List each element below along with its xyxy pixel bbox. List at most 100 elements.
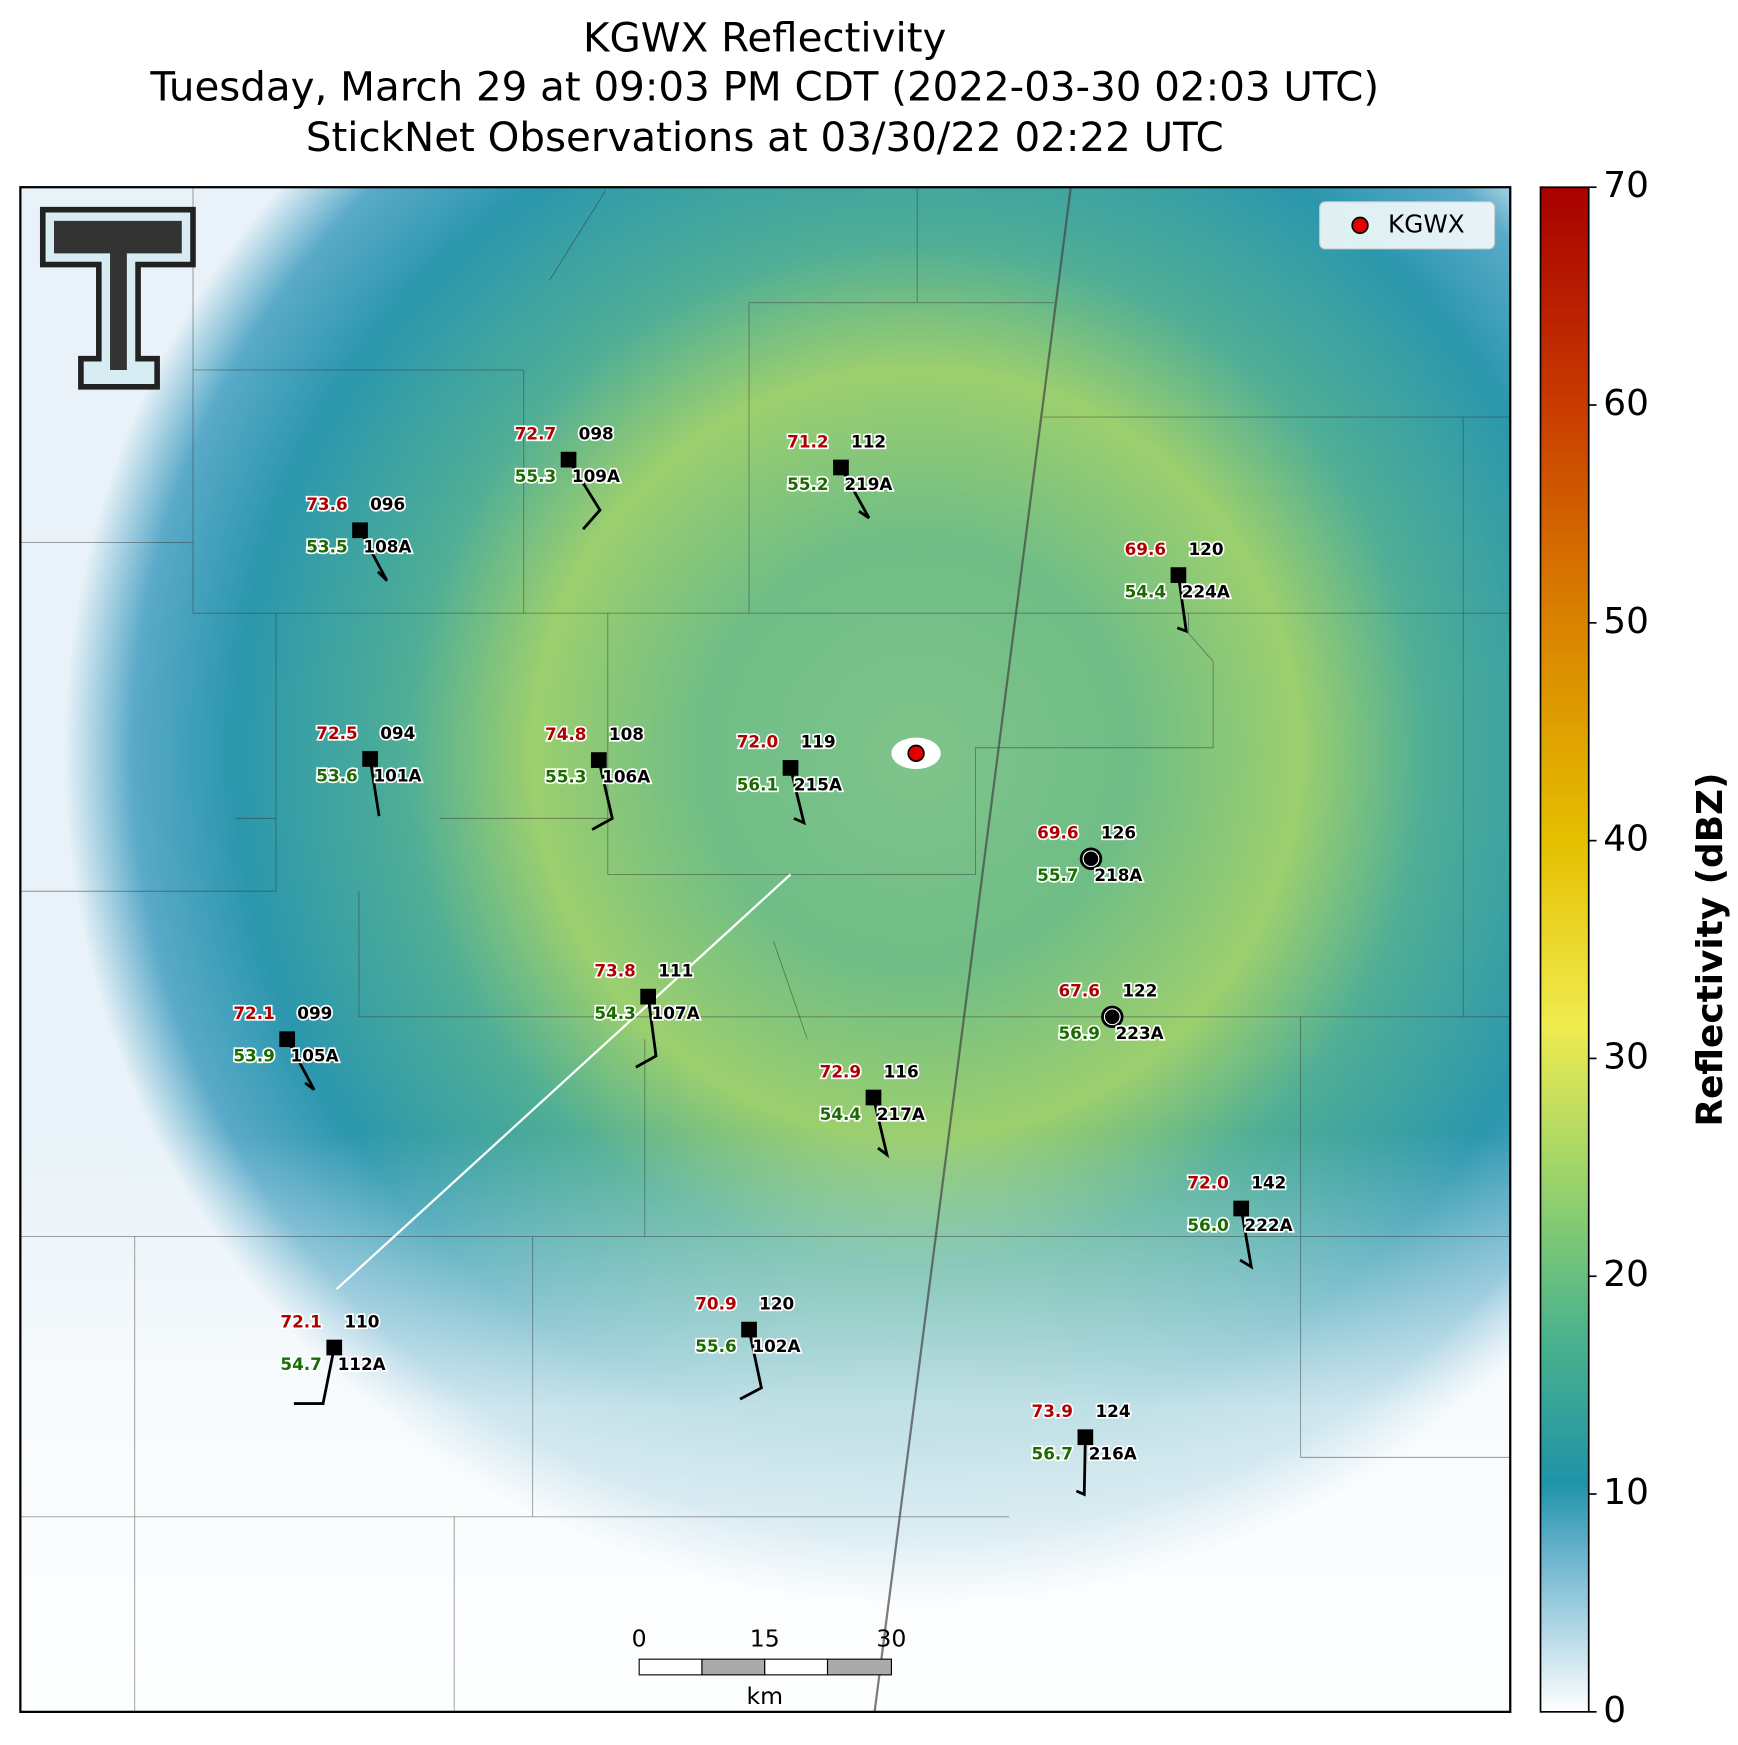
colorbar-tick-label: 60 xyxy=(1603,383,1649,424)
colorbar-tick-label: 20 xyxy=(1603,1254,1649,1295)
radial-line xyxy=(873,187,1072,1712)
observations-title: StickNet Observations at 03/30/22 02:22 … xyxy=(306,114,1224,161)
county-lines xyxy=(20,187,1511,1712)
station-id: 218A xyxy=(1094,865,1142,885)
temperature: 73.6 xyxy=(306,494,347,514)
station: 72.5 094 53.6 101A xyxy=(315,721,423,817)
wind: 122 xyxy=(1122,981,1157,1001)
station-marker xyxy=(1170,567,1187,583)
dewpoint: 55.3 xyxy=(515,466,556,486)
calm-ring xyxy=(1103,1008,1121,1026)
station: 72.0 142 56.0 222A xyxy=(1186,1171,1294,1270)
wind-barb xyxy=(368,758,381,817)
station: 73.8 111 54.3 107A xyxy=(593,959,701,1069)
colorbar-tick-label: 50 xyxy=(1603,601,1649,642)
station-id: 109A xyxy=(572,466,620,486)
dewpoint: 56.7 xyxy=(1032,1444,1073,1464)
logo xyxy=(39,206,196,390)
wind: 126 xyxy=(1101,823,1136,843)
station: 71.2 112 55.2 219A xyxy=(785,430,894,520)
temperature: 72.1 xyxy=(233,1003,274,1023)
dewpoint: 56.1 xyxy=(737,774,778,794)
station-id: 219A xyxy=(844,474,892,494)
dewpoint: 54.7 xyxy=(280,1354,321,1374)
station: 72.0 119 56.1 215A xyxy=(735,730,844,826)
temperature: 72.0 xyxy=(1187,1172,1228,1192)
map-frame xyxy=(19,186,1512,1713)
station-marker xyxy=(1233,1200,1250,1217)
temperature: 73.8 xyxy=(594,960,635,980)
subtitle: Tuesday, March 29 at 09:03 PM CDT (2022-… xyxy=(149,64,1379,111)
wind-barb xyxy=(1176,574,1188,634)
temperature: 74.8 xyxy=(545,724,586,744)
temperature: 70.9 xyxy=(695,1293,736,1313)
title: KGWX Reflectivity xyxy=(583,14,946,61)
wind-barb xyxy=(293,1347,336,1405)
colorbar-tick-label: 40 xyxy=(1603,819,1649,860)
wind-barb xyxy=(872,1097,890,1159)
colorbar-tick-label: 10 xyxy=(1603,1472,1649,1513)
wind: 108 xyxy=(609,724,644,744)
colorbar xyxy=(1539,186,1590,1713)
temperature: 69.6 xyxy=(1037,823,1078,843)
colorbar-ticks: 0 10 20 30 40 50 60 70 xyxy=(1588,165,1649,1731)
station-marker xyxy=(640,988,656,1005)
temperature: 69.6 xyxy=(1125,539,1166,559)
beam-line xyxy=(335,873,792,1291)
dewpoint: 56.9 xyxy=(1058,1023,1099,1043)
wind: 120 xyxy=(759,1293,794,1313)
station: 72.1 099 53.9 105A xyxy=(232,1001,340,1091)
legend: KGWX xyxy=(1319,201,1496,250)
station: 72.1 110 54.7 112A xyxy=(279,1310,387,1405)
wind-barb xyxy=(591,759,614,831)
station-id: 222A xyxy=(1245,1215,1293,1235)
dewpoint: 55.6 xyxy=(695,1336,736,1356)
station-id: 216A xyxy=(1089,1444,1137,1464)
wind: 094 xyxy=(380,723,415,743)
dewpoint: 53.9 xyxy=(233,1046,274,1066)
dewpoint: 54.3 xyxy=(594,1003,635,1023)
wind: 119 xyxy=(801,732,836,752)
dewpoint: 55.7 xyxy=(1037,865,1078,885)
dewpoint: 54.4 xyxy=(1125,582,1166,602)
temperature: 72.5 xyxy=(316,723,357,743)
wind-barb xyxy=(567,458,602,531)
station-marker xyxy=(741,1321,757,1338)
station-id: 105A xyxy=(291,1046,339,1066)
station-marker xyxy=(782,760,799,776)
station-marker xyxy=(352,522,368,539)
station-id: 223A xyxy=(1116,1023,1164,1043)
scale-tick: 30 xyxy=(876,1625,906,1653)
dewpoint: 55.2 xyxy=(787,474,828,494)
station-id: 112A xyxy=(338,1354,386,1374)
station: 67.6 122 56.9 223A xyxy=(1057,979,1166,1045)
wind-barb xyxy=(635,996,658,1069)
temperature: 72.0 xyxy=(737,732,778,752)
colorbar-tick-label: 30 xyxy=(1603,1036,1649,1077)
wind: 110 xyxy=(344,1311,379,1331)
station-id: 215A xyxy=(794,774,842,794)
wind: 116 xyxy=(884,1061,919,1081)
wind: 098 xyxy=(579,423,614,443)
wind: 111 xyxy=(658,960,693,980)
wind-barb xyxy=(789,767,807,826)
dewpoint: 54.4 xyxy=(820,1104,861,1124)
wind-barb xyxy=(358,529,389,582)
scale-unit: km xyxy=(746,1682,783,1710)
station: 72.9 116 54.4 217A xyxy=(818,1060,927,1159)
station: 74.8 108 55.3 106A xyxy=(543,722,652,831)
station: 73.9 124 56.7 216A xyxy=(1030,1399,1138,1497)
station-id: 106A xyxy=(602,766,650,786)
radar-fade xyxy=(20,187,1511,1712)
scale-tick: 15 xyxy=(750,1625,780,1653)
station-marker xyxy=(865,1089,882,1106)
radar-site xyxy=(907,744,925,763)
wind: 124 xyxy=(1095,1401,1130,1421)
wind: 099 xyxy=(297,1003,332,1023)
station-id: 101A xyxy=(373,765,421,785)
calm-ring xyxy=(1082,850,1100,868)
wind-barb xyxy=(285,1038,316,1091)
temperature: 67.6 xyxy=(1058,981,1099,1001)
colorbar-label: Reflectivity (dBZ) xyxy=(1690,773,1731,1127)
